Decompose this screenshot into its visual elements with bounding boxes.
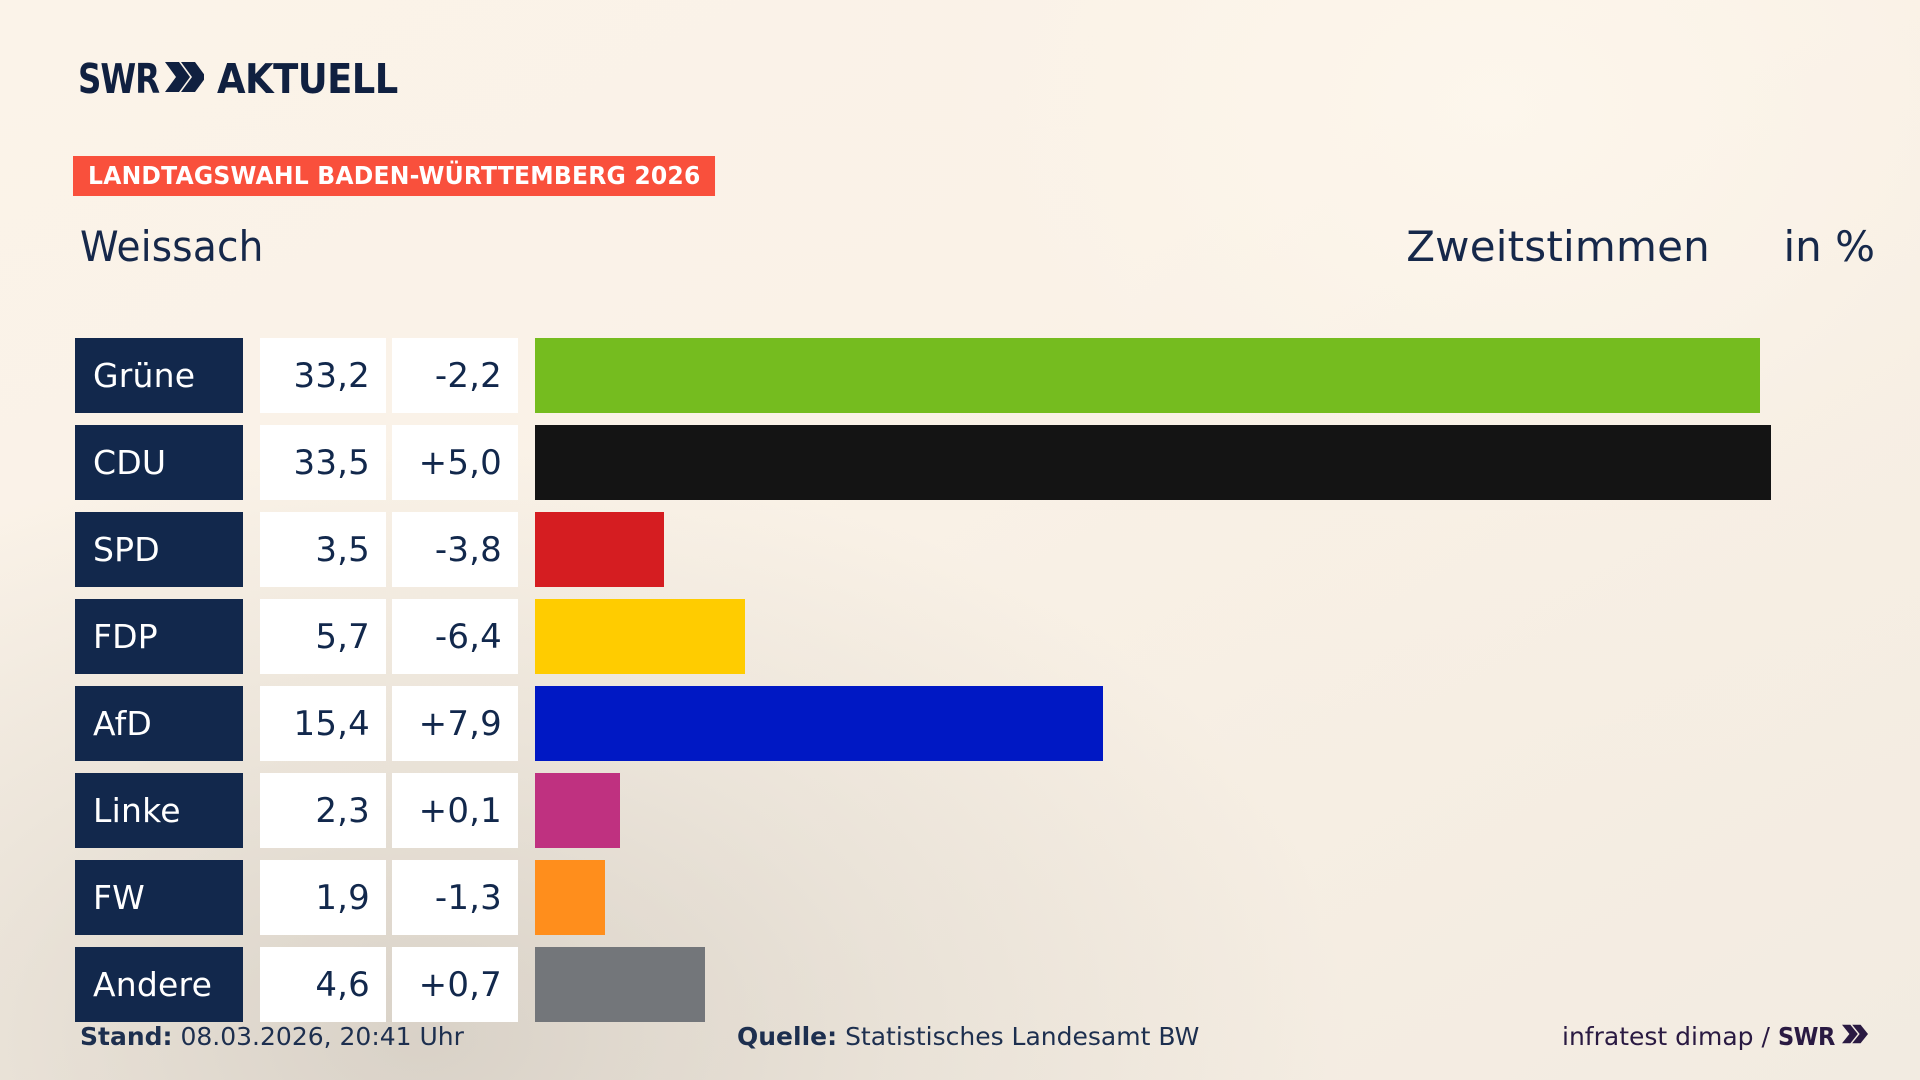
- result-bar: [535, 599, 746, 674]
- party-name: Linke: [93, 791, 181, 830]
- change-value-cell: +5,0: [392, 425, 518, 500]
- credit-institute: infratest dimap: [1562, 1022, 1754, 1051]
- change-value-cell: +0,7: [392, 947, 518, 1022]
- footer: Stand: 08.03.2026, 20:41 Uhr Quelle: Sta…: [0, 1022, 1920, 1062]
- change-value: +7,9: [418, 703, 502, 744]
- unit-label: in %: [1783, 222, 1875, 271]
- result-value-cell: 1,9: [260, 860, 386, 935]
- chart-row: SPD 3,5 -3,8: [0, 506, 1920, 593]
- logo-swr-text: SWR: [78, 55, 160, 103]
- result-value-cell: 2,3: [260, 773, 386, 848]
- logo-aktuell-text: AKTUELL: [217, 55, 398, 103]
- party-label-cell: FDP: [75, 599, 243, 674]
- credit-separator: /: [1761, 1022, 1770, 1051]
- change-value: -1,3: [434, 877, 502, 918]
- credit-broadcaster: SWR: [1777, 1022, 1835, 1051]
- result-value: 3,5: [315, 529, 370, 570]
- party-name: FDP: [93, 617, 158, 656]
- chart-row: FW 1,9 -1,3: [0, 854, 1920, 941]
- chart-row: Andere 4,6 +0,7: [0, 941, 1920, 1028]
- result-value-cell: 5,7: [260, 599, 386, 674]
- result-value-cell: 15,4: [260, 686, 386, 761]
- change-value: -3,8: [434, 529, 502, 570]
- chart-row: Grüne 33,2 -2,2: [0, 332, 1920, 419]
- party-label-cell: Andere: [75, 947, 243, 1022]
- chart-row: CDU 33,5 +5,0: [0, 419, 1920, 506]
- party-name: SPD: [93, 530, 160, 569]
- result-bar: [535, 686, 1104, 761]
- subheader: Weissach Zweitstimmen in %: [0, 222, 1920, 284]
- party-name: Grüne: [93, 356, 196, 395]
- change-value: -6,4: [434, 616, 502, 657]
- change-value: +0,7: [418, 964, 502, 1005]
- change-value-cell: +7,9: [392, 686, 518, 761]
- stand-value: 08.03.2026, 20:41 Uhr: [180, 1022, 464, 1051]
- chart-row: Linke 2,3 +0,1: [0, 767, 1920, 854]
- result-bar: [535, 773, 620, 848]
- chart-row: AfD 15,4 +7,9: [0, 680, 1920, 767]
- result-value: 1,9: [315, 877, 370, 918]
- chart-row: FDP 5,7 -6,4: [0, 593, 1920, 680]
- result-value: 2,3: [315, 790, 370, 831]
- party-name: Andere: [93, 965, 213, 1004]
- result-value: 4,6: [315, 964, 370, 1005]
- stand-label: Stand:: [80, 1022, 173, 1051]
- result-value: 33,5: [293, 442, 370, 483]
- change-value-cell: +0,1: [392, 773, 518, 848]
- change-value: +5,0: [418, 442, 502, 483]
- result-value: 33,2: [293, 355, 370, 396]
- result-value-cell: 4,6: [260, 947, 386, 1022]
- double-chevron-right-icon: [1842, 1022, 1868, 1051]
- party-label-cell: CDU: [75, 425, 243, 500]
- change-value: -2,2: [434, 355, 502, 396]
- party-label-cell: Linke: [75, 773, 243, 848]
- double-chevron-right-icon: [164, 60, 207, 99]
- result-bar: [535, 512, 665, 587]
- results-bar-chart: Grüne 33,2 -2,2 CDU 33,5 +5,0 SPD 3,5 -3,8 FDP 5,7…: [0, 332, 1920, 1028]
- party-label-cell: Grüne: [75, 338, 243, 413]
- change-value-cell: -2,2: [392, 338, 518, 413]
- vote-type-label: Zweitstimmen: [1406, 222, 1710, 271]
- result-value: 5,7: [315, 616, 370, 657]
- result-bar: [535, 338, 1761, 413]
- change-value-cell: -1,3: [392, 860, 518, 935]
- party-label-cell: SPD: [75, 512, 243, 587]
- party-name: FW: [93, 878, 146, 917]
- result-value: 15,4: [293, 703, 370, 744]
- credit-info: infratest dimap / SWR: [1562, 1022, 1868, 1051]
- party-name: AfD: [93, 704, 153, 743]
- stand-info: Stand: 08.03.2026, 20:41 Uhr: [80, 1022, 464, 1051]
- party-name: CDU: [93, 443, 167, 482]
- region-name: Weissach: [80, 222, 264, 271]
- change-value-cell: -6,4: [392, 599, 518, 674]
- party-label-cell: FW: [75, 860, 243, 935]
- result-value-cell: 3,5: [260, 512, 386, 587]
- result-bar: [535, 947, 705, 1022]
- source-value: Statistisches Landesamt BW: [845, 1022, 1200, 1051]
- source-label: Quelle:: [737, 1022, 838, 1051]
- swr-aktuell-logo: SWR AKTUELL: [78, 55, 418, 103]
- change-value: +0,1: [418, 790, 502, 831]
- election-title-banner: LANDTAGSWAHL BADEN-WÜRTTEMBERG 2026: [73, 156, 715, 196]
- result-bar: [535, 860, 606, 935]
- change-value-cell: -3,8: [392, 512, 518, 587]
- result-value-cell: 33,5: [260, 425, 386, 500]
- source-info: Quelle: Statistisches Landesamt BW: [737, 1022, 1199, 1051]
- result-value-cell: 33,2: [260, 338, 386, 413]
- party-label-cell: AfD: [75, 686, 243, 761]
- result-bar: [535, 425, 1772, 500]
